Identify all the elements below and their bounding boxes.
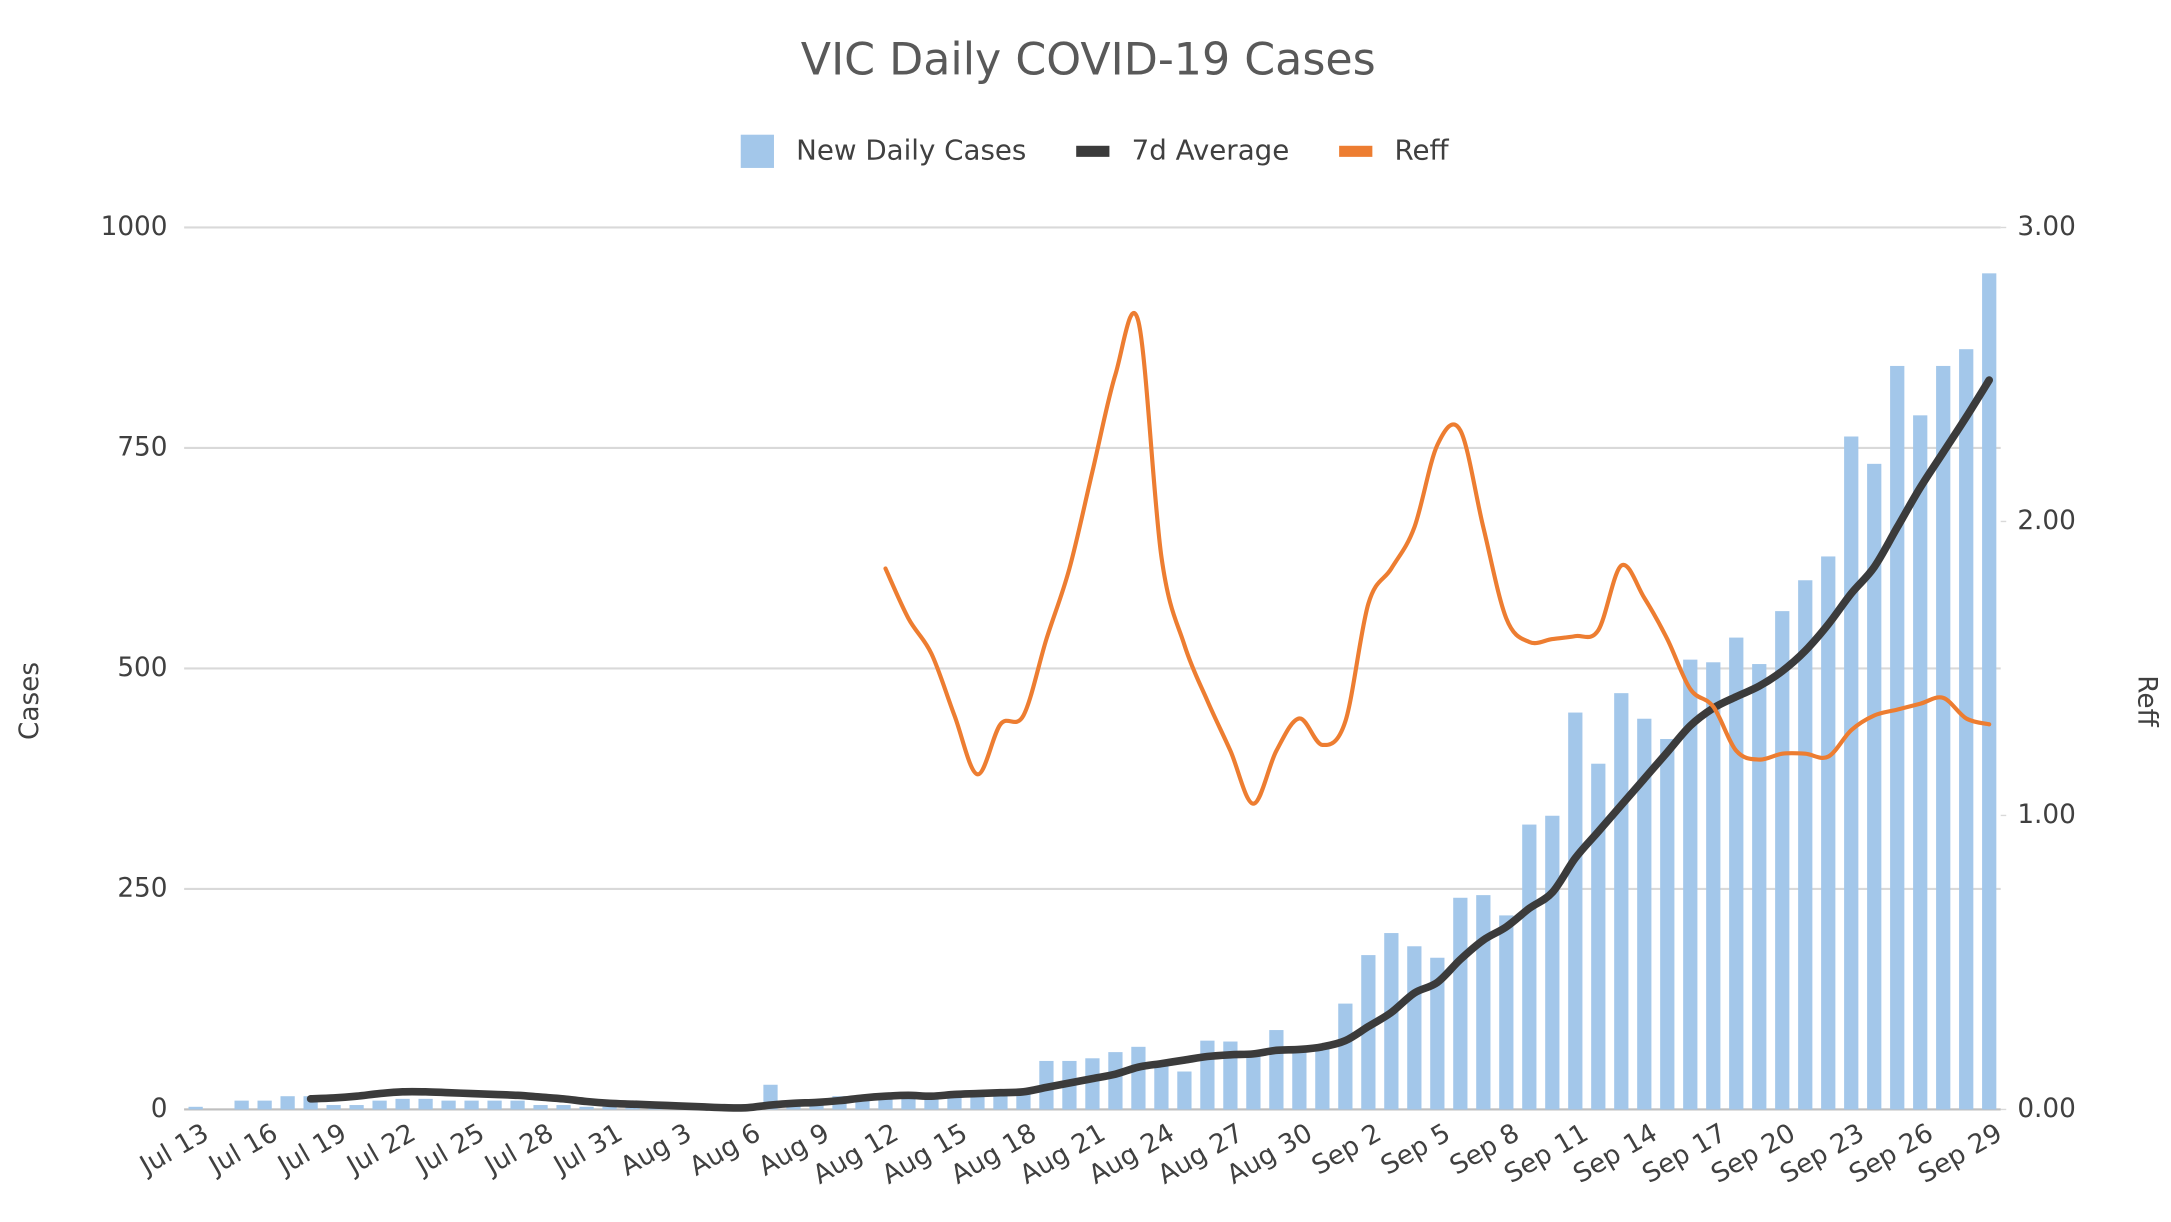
bar (1752, 664, 1767, 1110)
bar (188, 1106, 203, 1110)
bar (1085, 1058, 1100, 1110)
x-tick-label: Aug 6 (685, 1118, 766, 1182)
bar (1016, 1091, 1031, 1110)
legend: New Daily Cases 7d Average Reff (740, 133, 1450, 168)
bar (1522, 824, 1537, 1110)
bar (1706, 662, 1721, 1110)
bar (234, 1100, 249, 1110)
bar (579, 1106, 594, 1110)
chart-title: VIC Daily COVID-19 Cases (801, 35, 1376, 86)
x-tick-label: Jul 13 (134, 1118, 214, 1182)
x-tick-label: Jul 31 (547, 1118, 627, 1182)
bar (1131, 1046, 1146, 1110)
x-tick-label: Jul 22 (340, 1118, 420, 1182)
bar (1154, 1065, 1169, 1110)
bar (510, 1100, 525, 1110)
bar (901, 1096, 916, 1110)
x-tick-label: Aug 3 (616, 1118, 697, 1182)
x-tick-label: Sep 2 (1307, 1118, 1387, 1181)
bar (1959, 349, 1974, 1110)
bar (1499, 915, 1514, 1110)
bar (1798, 580, 1813, 1110)
bar (1407, 946, 1422, 1110)
bar (1476, 895, 1491, 1110)
y2-tick-label: 0.00 (2017, 1094, 2076, 1124)
bar (1982, 273, 1997, 1110)
bar (1568, 712, 1583, 1110)
legend-swatch (1339, 145, 1373, 157)
y-tick-label: 1000 (101, 212, 168, 242)
bar (1821, 556, 1836, 1110)
bar (395, 1098, 410, 1110)
legend-label: Reff (1395, 133, 1450, 166)
bar (349, 1105, 364, 1110)
bar (418, 1098, 433, 1110)
bar (1844, 436, 1859, 1110)
bar (533, 1105, 548, 1110)
bar (1683, 659, 1698, 1110)
bar (1936, 365, 1951, 1110)
bar (487, 1100, 502, 1110)
bar (602, 1106, 617, 1110)
legend-label: 7d Average (1132, 133, 1290, 166)
x-tick-label: Jul 19 (271, 1118, 351, 1182)
bar (1292, 1052, 1307, 1110)
bar (1867, 463, 1882, 1110)
bar (1775, 611, 1790, 1110)
bar (326, 1105, 341, 1110)
bar (1729, 637, 1744, 1110)
legend-swatch (740, 134, 774, 168)
bar (556, 1105, 571, 1110)
y2-axis-title: Reff (2132, 675, 2162, 727)
y-tick-label: 500 (117, 653, 167, 683)
bar (1890, 365, 1905, 1110)
x-tick-label: Jul 16 (203, 1118, 283, 1182)
bar (257, 1100, 272, 1110)
y2-tick-label: 3.00 (2017, 212, 2076, 242)
line (883, 310, 1992, 806)
bar (1453, 897, 1468, 1110)
bar (1177, 1071, 1192, 1110)
bar (1614, 693, 1629, 1110)
x-tick-label: Sep 5 (1376, 1118, 1456, 1181)
bar (786, 1105, 801, 1110)
y-axis-title: Cases (15, 662, 45, 740)
line (306, 376, 1994, 1112)
bar (464, 1100, 479, 1110)
bar (441, 1100, 456, 1110)
bar (1315, 1047, 1330, 1110)
bar (1637, 718, 1652, 1110)
bar (280, 1096, 295, 1110)
bar (1913, 415, 1928, 1110)
legend-label: New Daily Cases (796, 133, 1026, 166)
bar (1269, 1030, 1284, 1110)
bar (1384, 933, 1399, 1110)
y2-tick-label: 2.00 (2017, 506, 2076, 536)
bar (1545, 815, 1560, 1110)
bar (1338, 1003, 1353, 1110)
bar (1361, 955, 1376, 1110)
bar (625, 1107, 640, 1110)
bar (1246, 1052, 1261, 1110)
x-tick-label: Jul 28 (478, 1118, 558, 1182)
legend-swatch (1076, 145, 1110, 157)
bar (1660, 739, 1675, 1110)
y2-tick-label: 1.00 (2017, 800, 2076, 830)
bar (372, 1100, 387, 1110)
y-tick-label: 750 (117, 432, 167, 462)
x-tick-label: Jul 25 (409, 1118, 489, 1182)
y-tick-label: 0 (151, 1094, 168, 1124)
bar (1108, 1052, 1123, 1110)
bar (1591, 763, 1606, 1110)
bar (1200, 1040, 1215, 1110)
y-tick-label: 250 (117, 873, 167, 903)
bar (1430, 957, 1445, 1110)
